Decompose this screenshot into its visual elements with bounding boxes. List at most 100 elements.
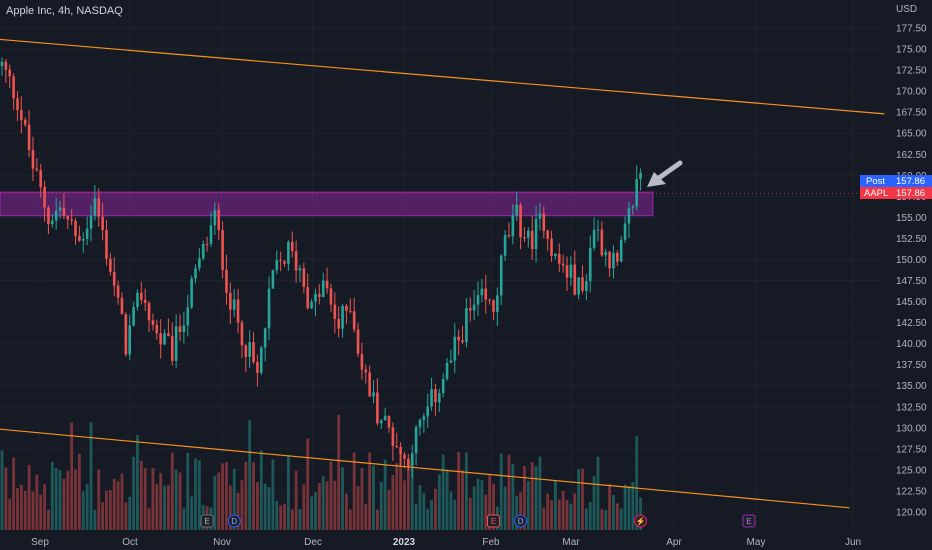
volume-bar [465,452,468,530]
candle-body [488,299,491,301]
candle-body [147,303,151,321]
volume-bar [538,456,542,530]
volume-bar [50,461,54,530]
y-tick-label: 127.50 [896,444,927,455]
volume-bar [105,490,108,530]
candle-body [287,241,290,264]
y-tick-label: 135.00 [896,381,927,392]
candle-body [259,347,263,373]
volume-bar [186,452,190,530]
x-tick-label: 2023 [393,537,416,548]
candle-body [542,213,546,231]
volume-bar [627,486,631,530]
volume-bar [163,485,166,530]
candle-body [89,215,93,229]
candle-body [484,288,488,300]
candle-body [600,229,604,256]
y-tick-label: 155.00 [896,213,927,224]
volume-bar [445,469,449,530]
volume-bar [314,491,317,530]
volume-bar [345,493,348,530]
candle-body [244,345,248,358]
volume-bar [112,478,116,530]
zone-rect [0,191,654,217]
event-dividend: D [514,514,528,528]
candle-body [170,336,174,361]
candle-body [290,241,294,252]
volume-bar [561,491,565,530]
candle-body [391,427,395,447]
candle-body [383,415,387,421]
candle-body [372,392,375,397]
volume-bar [511,463,515,530]
time-axis[interactable]: Sep Oct Nov Dec 2023 Feb Mar Apr May Jun [31,537,861,548]
volume-bar [35,474,39,530]
event-marker-label: D [518,517,524,526]
price-axis[interactable]: USD 177.50 175.00 172.50 170.00 167.50 165.00 1… [896,4,927,519]
event-marker-shape [634,514,648,528]
volume-bar [325,481,329,530]
event-marker-shape [486,514,500,528]
candle-body [441,378,445,394]
volume-bar [62,478,66,530]
candle-body [534,218,538,250]
candle-body [592,230,596,249]
event-dividend: D [227,514,241,528]
volume-bar [375,509,379,530]
candle-body [283,261,286,264]
volume-bar [507,454,511,530]
post-badge-label: Post [866,176,885,187]
volume-bar [387,489,391,530]
candle-body [271,270,275,289]
volume-bar [279,505,283,530]
volume-bar [74,469,77,530]
volume-bar [422,492,426,530]
volume-bar [228,485,232,530]
volume-bar [27,464,31,530]
candle-body [205,243,209,245]
event-split: ⚡ [634,514,648,528]
candle-body [236,299,240,323]
volume-bar [484,494,488,530]
candle-body [105,230,108,259]
event-marker-shape [200,514,214,528]
y-tick-label: 172.50 [896,66,927,77]
candle-body [515,204,519,216]
candle-body [561,263,565,266]
event-marker-label: E [746,517,751,526]
volume-bar [356,486,360,530]
y-tick-label: 122.50 [896,486,927,497]
candle-body [16,98,19,111]
volume-bar [139,460,143,530]
candle-body [109,258,112,272]
volume-bar [604,509,608,530]
candle-body [248,342,251,358]
candle-body [252,342,255,363]
volume-bar [213,475,217,530]
candle-body [414,427,418,454]
candle-body [178,326,182,333]
volume-bar [526,481,530,530]
candle-body [430,389,433,407]
volume-bar [256,482,259,530]
candle-body [453,336,457,361]
volume-bar [271,459,275,530]
candle-body [623,223,627,240]
candle-body [523,237,526,239]
volume-bar [639,497,642,530]
volume-bar [232,468,236,530]
y-tick-label: 150.00 [896,255,927,266]
candle-body [612,252,615,269]
volume-bar [449,491,453,530]
volume-bar [596,456,600,530]
volume-bar [615,503,619,530]
volume-bar [573,493,577,530]
volume-bar [298,508,302,530]
candle-body [492,300,495,313]
volume-bar [97,469,101,530]
volume-bar [395,463,399,530]
volume-bar [608,484,611,530]
event-markers: E D E D ⚡ E [200,514,756,528]
candle-body [112,271,116,286]
